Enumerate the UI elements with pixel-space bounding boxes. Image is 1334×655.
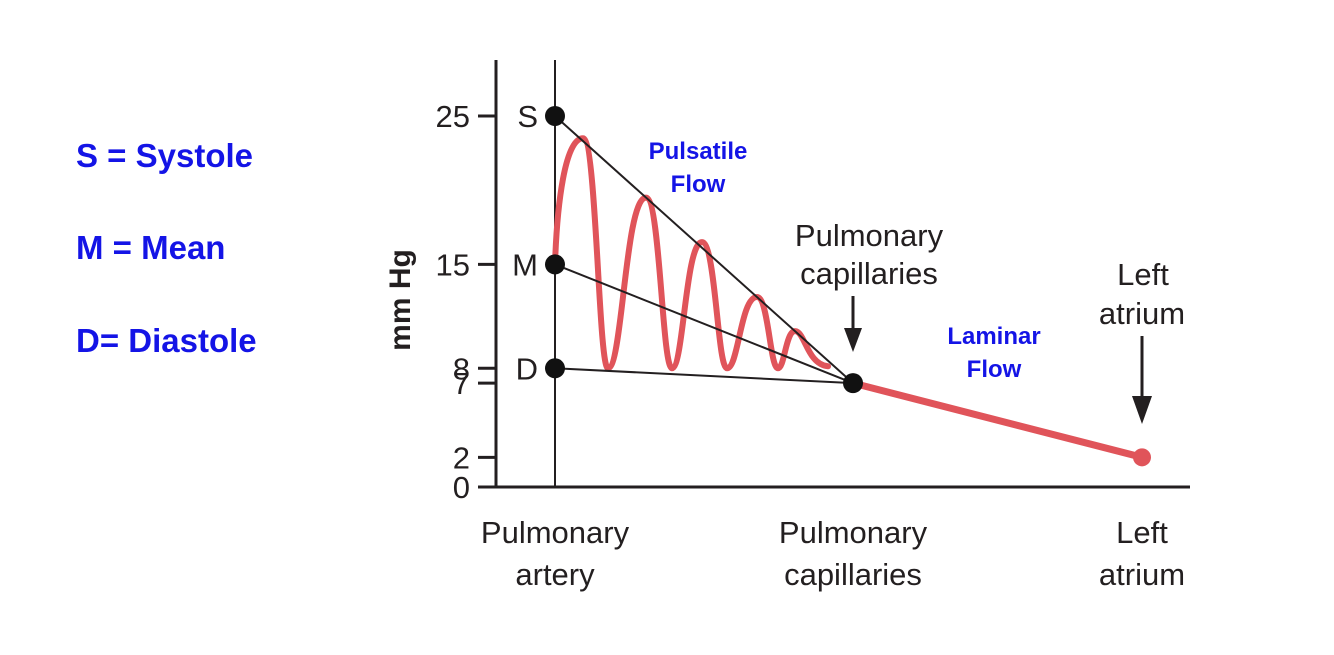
y-tick-label-7: 7 (453, 366, 470, 401)
point-m (545, 254, 565, 275)
category-pulmonary-artery-line1: Pulmonary (481, 515, 630, 550)
point-label-s: S (517, 99, 538, 134)
laminar-flow-label-line1: Laminar (947, 323, 1040, 350)
systolic-line (554, 115, 854, 384)
point-label-m: M (512, 247, 538, 282)
legend: S = Systole M = Mean D= Diastole (76, 137, 257, 359)
laminar-flow-label: Laminar Flow (947, 323, 1040, 383)
y-tick-label-2: 2 (453, 440, 470, 475)
legend-mean: M = Mean (76, 229, 225, 266)
diastolic-line (554, 367, 854, 385)
category-left-atrium-line2: atrium (1099, 557, 1185, 592)
arrow-left-atrium-head (1132, 396, 1152, 424)
annotation-capillaries: Pulmonary capillaries (795, 218, 944, 352)
laminar-flow-label-line2: Flow (967, 356, 1022, 383)
legend-systole: S = Systole (76, 137, 253, 174)
annotation-capillaries-line1: Pulmonary (795, 218, 944, 253)
point-left-atrium (1133, 448, 1151, 467)
point-d (545, 358, 565, 379)
annotation-left-atrium: Left atrium (1099, 257, 1185, 424)
x-category-labels: Pulmonary artery Pulmonary capillaries L… (481, 515, 1185, 592)
y-tick-label-8: 8 (453, 351, 470, 386)
y-axis-title: mm Hg (384, 249, 417, 351)
annotation-left-atrium-line2: atrium (1099, 296, 1185, 331)
point-label-d: D (516, 351, 538, 386)
y-tick-label-15: 15 (436, 247, 470, 282)
pulsatile-flow-curve (552, 135, 831, 372)
mean-line (554, 263, 854, 385)
y-tick-label-25: 25 (436, 99, 470, 134)
y-tick-label-0: 0 (453, 470, 470, 505)
category-pulmonary-capillaries-line2: capillaries (784, 557, 922, 592)
pulsatile-flow-label: Pulsatile Flow (649, 138, 748, 198)
point-capillaries (843, 373, 863, 394)
pulsatile-flow-label-line1: Pulsatile (649, 138, 748, 165)
arrow-capillaries-head (844, 328, 862, 352)
annotation-left-atrium-line1: Left (1117, 257, 1169, 292)
point-s (545, 106, 565, 126)
y-ticks: 02 78 15 25 (436, 99, 496, 505)
category-pulmonary-capillaries-line1: Pulmonary (779, 515, 928, 550)
laminar-flow-line (849, 379, 1146, 461)
pulsatile-flow-label-line2: Flow (671, 171, 726, 198)
annotation-capillaries-line2: capillaries (800, 256, 938, 291)
legend-diastole: D= Diastole (76, 322, 257, 359)
category-pulmonary-artery-line2: artery (515, 557, 595, 592)
data-points (545, 106, 1151, 467)
category-left-atrium-line1: Left (1116, 515, 1168, 550)
